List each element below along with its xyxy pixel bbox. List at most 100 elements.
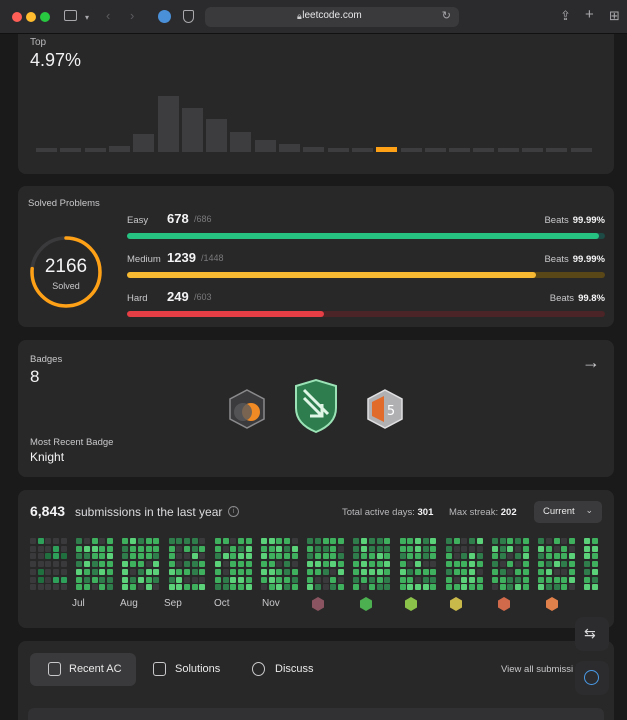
heatmap-cell[interactable]	[330, 545, 337, 552]
heatmap-cell[interactable]	[176, 553, 183, 560]
heatmap-cell[interactable]	[237, 545, 244, 552]
heatmap-cell[interactable]	[384, 553, 391, 560]
heatmap-cell[interactable]	[83, 568, 90, 575]
heatmap-cell[interactable]	[268, 545, 275, 552]
heatmap-cell[interactable]	[291, 538, 298, 544]
heatmap-cell[interactable]	[191, 576, 198, 583]
heatmap-cell[interactable]	[376, 545, 383, 552]
heatmap-cell[interactable]	[492, 538, 498, 544]
heatmap-cell[interactable]	[330, 576, 337, 583]
heatmap-cell[interactable]	[261, 584, 267, 591]
heatmap-cell[interactable]	[376, 538, 383, 544]
heatmap-cell[interactable]	[276, 576, 283, 583]
heatmap-cell[interactable]	[499, 545, 506, 552]
heatmap-cell[interactable]	[322, 576, 329, 583]
heatmap-cell[interactable]	[53, 538, 60, 544]
heatmap-cell[interactable]	[476, 538, 483, 544]
heatmap-cell[interactable]	[91, 584, 98, 591]
list-item[interactable]	[28, 708, 604, 720]
heatmap-cell[interactable]	[176, 568, 183, 575]
heatmap-cell[interactable]	[153, 568, 160, 575]
heatmap-cell[interactable]	[353, 545, 360, 552]
mini-badge-icon[interactable]	[405, 597, 417, 611]
heatmap-cell[interactable]	[284, 553, 291, 560]
heatmap-cell[interactable]	[538, 561, 545, 568]
heatmap-cell[interactable]	[384, 561, 391, 568]
heatmap-cell[interactable]	[168, 553, 175, 560]
heatmap-cell[interactable]	[422, 584, 429, 591]
heatmap-cell[interactable]	[338, 553, 344, 560]
heatmap-cell[interactable]	[191, 584, 198, 591]
year-dropdown[interactable]: Current ⌄	[534, 501, 602, 523]
heatmap-cell[interactable]	[461, 553, 468, 560]
heatmap-cell[interactable]	[222, 553, 229, 560]
heatmap-cell[interactable]	[45, 561, 52, 568]
heatmap-cell[interactable]	[453, 553, 460, 560]
heatmap-cell[interactable]	[592, 584, 599, 591]
privacy-shield-icon[interactable]	[183, 10, 194, 23]
heatmap-cell[interactable]	[515, 545, 522, 552]
heatmap-cell[interactable]	[145, 538, 152, 544]
heatmap-cell[interactable]	[322, 538, 329, 544]
heatmap-cell[interactable]	[399, 538, 406, 544]
heatmap-cell[interactable]	[245, 584, 252, 591]
heatmap-cell[interactable]	[53, 561, 60, 568]
heatmap-cell[interactable]	[53, 584, 60, 591]
heatmap-cell[interactable]	[338, 545, 344, 552]
heatmap-cell[interactable]	[214, 538, 221, 544]
heatmap-cell[interactable]	[368, 561, 375, 568]
heatmap-cell[interactable]	[30, 553, 36, 560]
heatmap-cell[interactable]	[553, 553, 560, 560]
heatmap-cell[interactable]	[507, 545, 514, 552]
heatmap-cell[interactable]	[569, 545, 575, 552]
heatmap-cell[interactable]	[553, 538, 560, 544]
heatmap-cell[interactable]	[145, 584, 152, 591]
heatmap-cell[interactable]	[538, 576, 545, 583]
heatmap-cell[interactable]	[153, 545, 160, 552]
heatmap-cell[interactable]	[545, 568, 552, 575]
heatmap-cell[interactable]	[222, 576, 229, 583]
heatmap-cell[interactable]	[276, 553, 283, 560]
heatmap-cell[interactable]	[538, 545, 545, 552]
heatmap-cell[interactable]	[430, 561, 437, 568]
heatmap-cell[interactable]	[284, 576, 291, 583]
heatmap-cell[interactable]	[268, 568, 275, 575]
heatmap-cell[interactable]	[268, 553, 275, 560]
heatmap-cell[interactable]	[314, 545, 321, 552]
heatmap-cell[interactable]	[222, 584, 229, 591]
heatmap-cell[interactable]	[37, 553, 44, 560]
heatmap-cell[interactable]	[492, 553, 498, 560]
heatmap-cell[interactable]	[83, 553, 90, 560]
heatmap-cell[interactable]	[353, 576, 360, 583]
heatmap-cell[interactable]	[37, 568, 44, 575]
heatmap-cell[interactable]	[53, 568, 60, 575]
heatmap-cell[interactable]	[538, 584, 545, 591]
heatmap-cell[interactable]	[561, 576, 568, 583]
heatmap-cell[interactable]	[499, 561, 506, 568]
heatmap-cell[interactable]	[592, 568, 599, 575]
heatmap-cell[interactable]	[384, 584, 391, 591]
heatmap-cell[interactable]	[368, 576, 375, 583]
heatmap-cell[interactable]	[37, 538, 44, 544]
heatmap-cell[interactable]	[291, 568, 298, 575]
heatmap-cell[interactable]	[83, 561, 90, 568]
heatmap-cell[interactable]	[545, 584, 552, 591]
heatmap-cell[interactable]	[522, 568, 529, 575]
heatmap-cell[interactable]	[515, 576, 522, 583]
heatmap-cell[interactable]	[584, 545, 591, 552]
heatmap-cell[interactable]	[60, 545, 67, 552]
view-all-submissions-link[interactable]: View all submissi	[501, 664, 574, 675]
heatmap-cell[interactable]	[592, 561, 599, 568]
heatmap-cell[interactable]	[130, 538, 137, 544]
heatmap-cell[interactable]	[83, 545, 90, 552]
heatmap-cell[interactable]	[415, 584, 421, 591]
heatmap-cell[interactable]	[237, 584, 244, 591]
heatmap-cell[interactable]	[538, 538, 545, 544]
heatmap-cell[interactable]	[368, 538, 375, 544]
heatmap-cell[interactable]	[592, 545, 599, 552]
heatmap-cell[interactable]	[191, 568, 198, 575]
heatmap-cell[interactable]	[545, 553, 552, 560]
tab-discuss[interactable]: Discuss	[243, 653, 333, 686]
mini-badge-icon[interactable]	[546, 597, 558, 611]
heatmap-cell[interactable]	[399, 553, 406, 560]
